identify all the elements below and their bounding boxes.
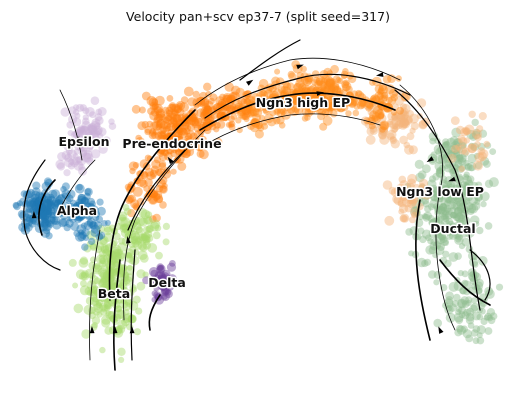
streamline	[439, 259, 491, 306]
cells-alpha	[12, 177, 111, 251]
cluster-label-ductal: Ductal	[430, 221, 475, 236]
streamline	[127, 149, 186, 231]
streamline	[204, 113, 381, 146]
streamline	[38, 179, 56, 236]
cluster-label-epsilon: Epsilon	[59, 134, 110, 149]
cells-ngn3-low-ep	[359, 89, 491, 226]
velocity-streamlines	[23, 39, 491, 371]
cluster-label-ngn3-high-ep: Ngn3 high EP	[256, 95, 350, 110]
streamline-arrowhead	[426, 156, 434, 163]
streamline	[130, 249, 136, 361]
streamline-arrowhead	[126, 236, 131, 244]
streamline	[59, 89, 83, 161]
streamline	[194, 57, 401, 106]
streamline	[108, 109, 196, 301]
cells-beta	[68, 204, 170, 363]
streamline	[239, 39, 301, 81]
cluster-labels: Ductal Ngn3 low EP Ngn3 high EP Pre-endocri…	[55, 94, 485, 303]
streamline-arrowhead	[448, 176, 456, 182]
streamline	[204, 73, 411, 119]
streamline-arrowhead	[246, 79, 254, 86]
streamline-arrowhead	[89, 326, 95, 334]
streamline-arrowhead	[74, 136, 80, 144]
streamline	[415, 199, 431, 341]
cells-epsilon	[55, 96, 117, 177]
streamline-arrowhead	[167, 156, 174, 164]
streamline	[123, 129, 206, 321]
streamline	[23, 159, 61, 271]
streamline-arrowhead	[438, 326, 444, 334]
streamline	[469, 249, 491, 301]
cluster-label-ngn3-low-ep: Ngn3 low EP	[396, 184, 484, 199]
streamline-arrowhead	[376, 72, 384, 77]
streamline	[113, 259, 121, 371]
streamline-arrowhead	[296, 64, 304, 70]
cluster-label-pre-endocrine: Pre-endocrine	[122, 136, 221, 151]
cluster-label-delta: Delta	[148, 275, 186, 290]
streamline-arrowhead	[112, 326, 118, 334]
streamline	[399, 84, 456, 331]
streamline-arrowhead	[129, 326, 135, 334]
streamline-arrowhead	[31, 211, 37, 219]
chart-title: Velocity pan+scv ep37-7 (split seed=317)	[126, 9, 390, 24]
streamline	[199, 92, 396, 131]
cells-ductal	[404, 118, 504, 345]
streamline	[61, 159, 96, 206]
cluster-label-alpha: Alpha	[57, 203, 97, 218]
cells-pre-endocrine	[124, 82, 252, 223]
cells-delta	[142, 260, 177, 305]
cluster-label-beta: Beta	[98, 286, 130, 301]
streamline-arrowhead	[316, 91, 324, 96]
streamline	[89, 229, 101, 361]
streamline	[394, 89, 481, 311]
streamline	[148, 294, 161, 331]
